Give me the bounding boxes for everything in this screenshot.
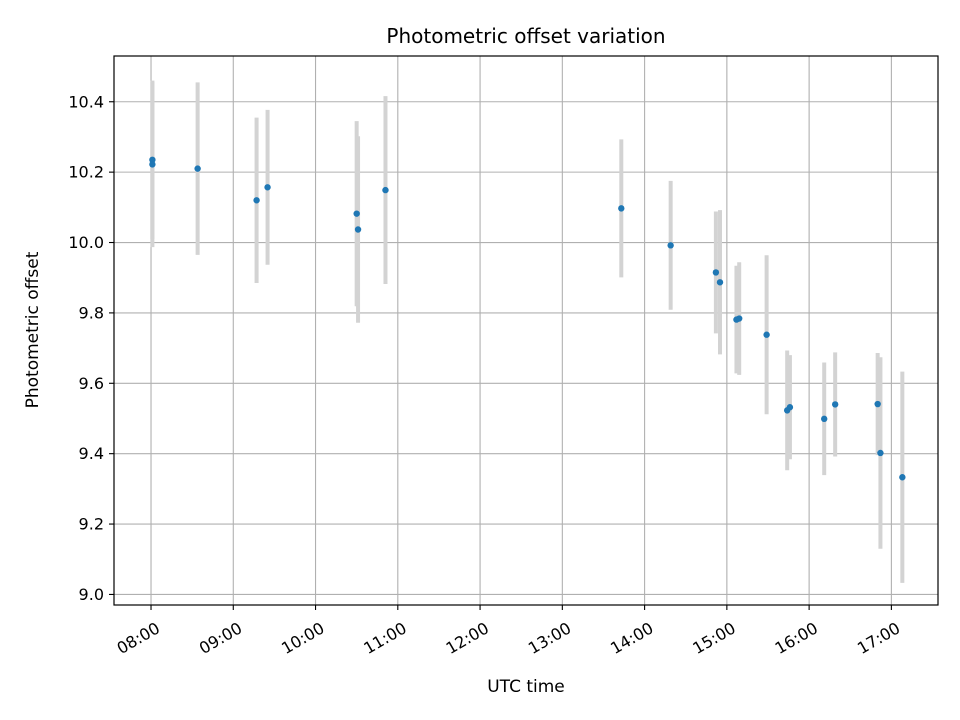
data-point <box>264 184 271 191</box>
y-axis-title: Photometric offset <box>23 251 43 408</box>
data-point <box>821 415 828 423</box>
data-point <box>382 186 389 194</box>
y-tick-label: 9.2 <box>79 515 104 534</box>
data-point <box>763 331 770 338</box>
data-point <box>831 401 839 408</box>
y-tick-label: 10.2 <box>68 163 104 182</box>
plot-frame <box>113 55 939 606</box>
y-tick-label: 9.8 <box>79 303 104 322</box>
data-point <box>149 161 156 168</box>
data-point <box>899 474 906 481</box>
data-point <box>716 279 724 286</box>
data-point <box>667 242 674 249</box>
data-point <box>877 449 884 457</box>
grid-lines <box>114 56 938 605</box>
y-tick-label: 9.4 <box>79 444 104 463</box>
y-tick-label: 10.4 <box>68 92 104 111</box>
data-point <box>353 210 360 217</box>
data-point <box>735 315 743 322</box>
data-point <box>712 269 720 276</box>
data-point <box>354 226 362 233</box>
data-points <box>149 156 906 481</box>
y-tick-label: 9.0 <box>79 585 104 604</box>
chart-title: Photometric offset variation <box>386 24 665 48</box>
y-tick-label: 10.0 <box>68 233 104 252</box>
y-axis-ticks: 9.0 9.2 9.4 9.6 9.8 10.0 10.2 10.4 <box>68 92 114 604</box>
data-point <box>253 197 260 204</box>
data-point <box>618 205 625 212</box>
y-tick-label: 9.6 <box>79 374 104 393</box>
data-point <box>194 165 201 172</box>
data-point <box>874 400 881 408</box>
x-axis-title: UTC time <box>487 677 565 697</box>
data-point <box>786 404 794 411</box>
data-point <box>149 156 156 164</box>
